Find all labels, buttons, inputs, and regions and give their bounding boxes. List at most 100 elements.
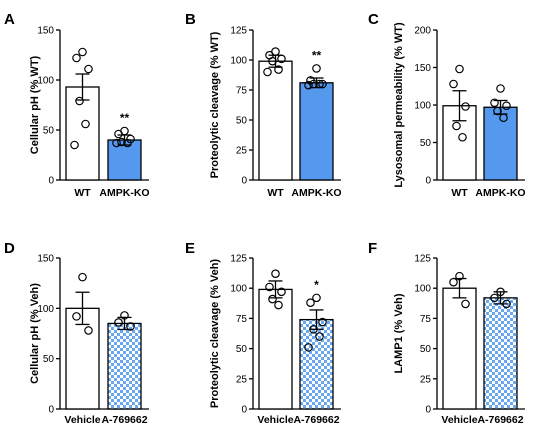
bar — [258, 288, 293, 410]
panel-a: A 0 50 100 150 Cellular pH (% WT) WT AMPK-KO ** — [4, 11, 150, 199]
data-point — [268, 56, 277, 66]
y-tick-label: 100 — [414, 101, 431, 112]
data-point — [84, 326, 93, 335]
data-point — [499, 113, 508, 123]
y-tick-label: 100 — [37, 304, 54, 315]
panel-b: B 0 25 50 75 100 125 Proteolytic cleavage (% WT… — [185, 11, 342, 199]
data-point — [271, 269, 280, 279]
data-point — [70, 140, 79, 150]
y-tick-label: 100 — [230, 56, 247, 67]
data-point — [315, 332, 324, 341]
data-point — [117, 137, 126, 147]
data-point — [263, 67, 272, 77]
data-point — [277, 54, 286, 64]
y-tick-label: 50 — [420, 138, 432, 149]
panel-letter: D — [4, 240, 15, 257]
data-point — [452, 121, 461, 131]
category-label: A-769662 — [293, 414, 339, 426]
y-tick-label: 25 — [236, 374, 248, 385]
data-point — [306, 298, 315, 307]
data-point — [309, 79, 318, 89]
data-point — [449, 79, 458, 89]
data-point — [304, 80, 313, 90]
data-point — [455, 64, 464, 74]
y-tick-label: 100 — [230, 284, 247, 295]
y-tick-label: 150 — [37, 26, 54, 37]
panel-letter: C — [368, 11, 379, 28]
data-point — [114, 318, 123, 327]
y-axis-label: Proteolytic cleavage (% WT) — [209, 31, 221, 178]
data-point — [265, 282, 274, 292]
category-label: Vehicle — [441, 414, 477, 426]
y-tick-label: 50 — [420, 344, 432, 355]
y-tick-label: 75 — [236, 86, 248, 97]
data-point — [268, 294, 277, 304]
bar — [442, 287, 477, 410]
category-label: AMPK-KO — [99, 187, 149, 199]
bar — [483, 297, 518, 410]
data-point — [81, 119, 90, 129]
y-tick-label: 50 — [236, 116, 248, 127]
data-point — [277, 287, 286, 297]
data-point — [318, 317, 327, 327]
y-tick-label: 150 — [37, 254, 54, 265]
bar — [65, 307, 100, 410]
data-point — [502, 101, 511, 111]
category-label: A-769662 — [101, 414, 147, 426]
y-tick-label: 75 — [236, 314, 248, 325]
bar — [483, 106, 518, 181]
data-point — [78, 47, 87, 57]
panel-f: F 0 25 50 75 100 125 LAMP1 (% Veh) Vehicle A-7696… — [368, 240, 525, 426]
significance-marker: * — [314, 278, 319, 292]
bar — [107, 139, 142, 181]
y-tick-label: 50 — [43, 354, 55, 365]
y-axis-label: LAMP1 (% Veh) — [393, 293, 405, 373]
panel-e: E 0 25 50 75 100 125 Proteolytic cleavage (% Ve… — [185, 240, 341, 426]
data-point — [315, 79, 324, 89]
data-point — [75, 96, 84, 106]
significance-marker: ** — [120, 111, 130, 125]
data-point — [493, 106, 502, 116]
category-label: Vehicle — [64, 414, 100, 426]
y-tick-label: 50 — [43, 126, 55, 137]
data-point — [449, 277, 458, 287]
y-tick-label: 150 — [414, 63, 431, 74]
significance-marker: ** — [312, 48, 322, 62]
panel-letter: E — [185, 240, 195, 257]
data-point — [490, 98, 499, 108]
y-axis-label: Proteolytic cleavage (% Veh) — [209, 259, 221, 409]
bar — [65, 86, 100, 181]
y-tick-label: 0 — [241, 405, 247, 416]
y-tick-label: 0 — [48, 176, 54, 187]
panel-letter: B — [185, 11, 196, 28]
panel-c: C 0 50 100 150 200 Lysosomal permeability (% W… — [368, 11, 526, 199]
bar — [299, 82, 334, 181]
data-point — [304, 343, 313, 352]
data-point — [458, 132, 467, 142]
data-point — [112, 138, 121, 148]
category-label: Vehicle — [257, 414, 293, 426]
y-tick-label: 75 — [420, 314, 432, 325]
data-point — [72, 53, 81, 63]
category-label: A-769662 — [477, 414, 523, 426]
y-tick-label: 100 — [37, 76, 54, 87]
category-label: AMPK-KO — [291, 187, 341, 199]
y-tick-label: 25 — [420, 374, 432, 385]
y-tick-label: 125 — [230, 26, 247, 37]
data-point — [309, 324, 318, 334]
y-tick-label: 0 — [425, 405, 431, 416]
data-point — [496, 287, 505, 297]
category-label: WT — [451, 187, 468, 199]
bar — [258, 60, 293, 181]
data-point — [455, 271, 464, 281]
y-tick-label: 0 — [425, 176, 431, 187]
y-tick-label: 125 — [230, 254, 247, 265]
y-tick-label: 100 — [414, 284, 431, 295]
bar — [299, 318, 334, 410]
data-point — [490, 293, 499, 303]
y-axis-label: Cellular pH (% WT) — [29, 55, 41, 154]
data-point — [126, 322, 135, 331]
y-axis-label: Cellular pH (% Veh) — [29, 283, 41, 384]
